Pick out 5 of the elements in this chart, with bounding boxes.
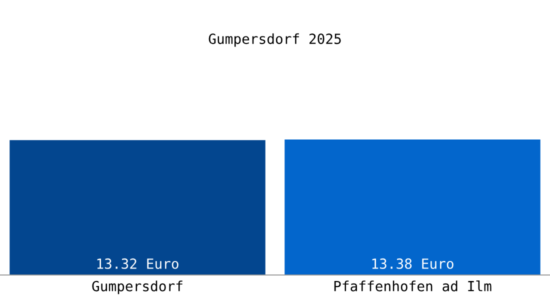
data-label: 13.38 Euro bbox=[372, 258, 454, 269]
x-tick-label: Gumpersdorf bbox=[92, 280, 182, 294]
chart-title: Gumpersdorf 2025 bbox=[208, 33, 341, 47]
data-label: 13.32 Euro bbox=[97, 258, 178, 269]
x-tick-label: Pfaffenhofen ad Ilm bbox=[334, 280, 492, 292]
